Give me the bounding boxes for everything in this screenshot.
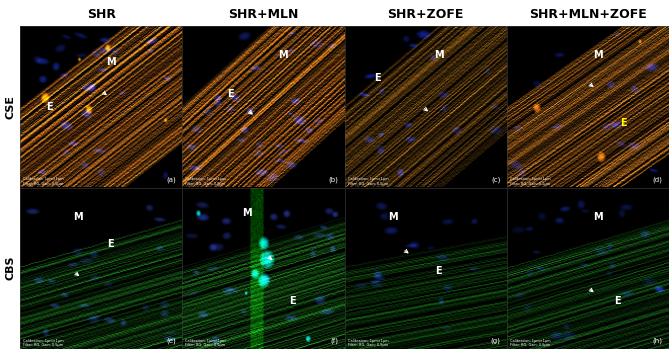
Text: Calibration: 1μm×1μm
Filter: BG, Gain: 0.5μm: Calibration: 1μm×1μm Filter: BG, Gain: 0…	[348, 177, 389, 186]
Text: SHR: SHR	[86, 8, 116, 21]
Text: SHR+MLN: SHR+MLN	[228, 8, 298, 21]
Text: M: M	[593, 211, 602, 222]
Text: M: M	[106, 57, 116, 67]
Text: E: E	[227, 89, 234, 99]
Text: E: E	[436, 267, 442, 276]
Text: (h): (h)	[652, 337, 662, 344]
Text: (g): (g)	[490, 337, 500, 344]
Text: M: M	[593, 50, 602, 60]
Text: Calibration: 1μm×1μm
Filter: BG, Gain: 0.5μm: Calibration: 1μm×1μm Filter: BG, Gain: 0…	[348, 339, 389, 347]
Text: M: M	[74, 211, 83, 222]
Text: M: M	[242, 208, 252, 218]
Text: (e): (e)	[166, 337, 176, 344]
Text: Calibration: 1μm×1μm
Filter: BG, Gain: 0.5μm: Calibration: 1μm×1μm Filter: BG, Gain: 0…	[510, 177, 551, 186]
Text: Calibration: 1μm×1μm
Filter: BG, Gain: 0.5μm: Calibration: 1μm×1μm Filter: BG, Gain: 0…	[185, 339, 226, 347]
Text: SHR+MLN+ZOFE: SHR+MLN+ZOFE	[529, 8, 647, 21]
Text: M: M	[389, 211, 398, 222]
Text: (c): (c)	[491, 176, 500, 183]
Text: M: M	[434, 50, 444, 60]
Text: (d): (d)	[653, 176, 662, 183]
Text: E: E	[620, 118, 627, 128]
Text: Calibration: 1μm×1μm
Filter: BG, Gain: 0.5μm: Calibration: 1μm×1μm Filter: BG, Gain: 0…	[185, 177, 226, 186]
Text: Calibration: 1μm×1μm
Filter: BG, Gain: 0.5μm: Calibration: 1μm×1μm Filter: BG, Gain: 0…	[23, 339, 64, 347]
Text: SHR+ZOFE: SHR+ZOFE	[387, 8, 464, 21]
Text: (b): (b)	[328, 176, 338, 183]
Text: CBS: CBS	[6, 256, 16, 281]
Text: (f): (f)	[330, 337, 338, 344]
Text: E: E	[374, 73, 380, 83]
Text: E: E	[108, 239, 114, 249]
Text: E: E	[613, 296, 620, 306]
Text: E: E	[46, 102, 53, 112]
Text: (a): (a)	[166, 176, 176, 183]
Text: Calibration: 1μm×1μm
Filter: BG, Gain: 0.5μm: Calibration: 1μm×1μm Filter: BG, Gain: 0…	[510, 339, 551, 347]
Text: M: M	[278, 50, 288, 60]
Text: CSE: CSE	[6, 95, 16, 119]
Text: E: E	[289, 296, 296, 306]
Text: Calibration: 1μm×1μm
Filter: BG, Gain: 0.5μm: Calibration: 1μm×1μm Filter: BG, Gain: 0…	[23, 177, 64, 186]
